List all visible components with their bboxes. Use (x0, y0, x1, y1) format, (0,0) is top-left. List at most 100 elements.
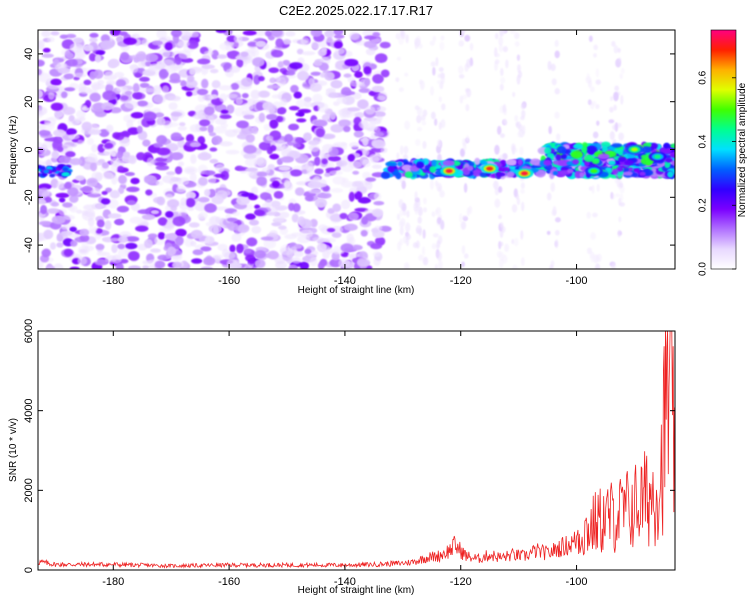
spectrogram-cell (329, 170, 343, 176)
spectrogram-cell (430, 61, 436, 67)
y-tick-label: 40 (23, 48, 35, 60)
spectrogram-cell (624, 160, 634, 165)
spectrogram-cell (199, 119, 211, 127)
spectrogram-cell (436, 79, 442, 85)
spectrogram-cell (172, 216, 186, 227)
spectrogram-cell (55, 192, 70, 198)
spectrogram-cell (556, 145, 567, 154)
spectrogram-cell (520, 115, 525, 121)
spectrogram-cell (87, 217, 95, 227)
spectrogram-cell (617, 148, 624, 156)
spectrogram-cell (104, 220, 112, 231)
spectrogram-cell (371, 227, 379, 234)
spectrogram-cell (404, 171, 413, 178)
spectrogram-cell (567, 168, 574, 174)
spectrogram-cell (75, 117, 83, 124)
spectrogram-cell (504, 243, 510, 253)
spectrogram-cell (124, 172, 135, 177)
spectrogram-cell (154, 161, 168, 167)
spectrogram-cell (156, 117, 166, 126)
spectrogram-cell (190, 154, 197, 164)
spectrogram-cell (90, 188, 101, 195)
spectrogram-cell (269, 153, 280, 160)
spectrogram-cell (119, 31, 128, 37)
spectrogram-cell (178, 49, 191, 60)
spectrogram-cell (422, 229, 426, 239)
spectrogram-cell (282, 170, 292, 180)
spectrogram-cell (630, 147, 638, 152)
spectrogram-cell (100, 198, 111, 205)
spectrogram-cell (63, 248, 73, 257)
spectrogram-cell (362, 171, 372, 180)
spectrogram-cell (352, 170, 360, 175)
spectrogram-cell (304, 248, 312, 255)
spectrogram-cell (378, 91, 388, 101)
spectrogram-cell (503, 118, 507, 125)
spectrogram-cell (379, 41, 391, 49)
spectrogram-cell (83, 204, 96, 211)
spectrogram-cell (469, 42, 474, 51)
spectrogram-cell (213, 125, 228, 134)
spectrogram-cell (62, 167, 69, 172)
spectrogram-cell (438, 96, 442, 103)
spectrogram-cell (183, 32, 191, 39)
spectrogram-cell (126, 200, 136, 206)
x-tick-label: -120 (450, 275, 472, 287)
spectrogram-cell (187, 206, 195, 212)
spectrogram-cell (97, 79, 105, 85)
spectrogram-cell (79, 187, 93, 192)
spectrogram-cell (439, 190, 445, 198)
spectrogram-cell (500, 68, 504, 77)
spectrogram-cell (608, 119, 615, 124)
spectrogram-cell (590, 169, 598, 174)
spectrogram-cells (38, 30, 675, 269)
spectrogram-cell (434, 263, 438, 269)
spectrogram-cell (185, 197, 196, 208)
spectrogram-cell (432, 233, 439, 238)
spectrogram-cell (368, 120, 376, 130)
spectrogram-cell (405, 34, 409, 44)
spectrogram-cell (344, 58, 359, 67)
spectrogram-cell (609, 106, 614, 113)
spectrogram-cell (247, 171, 255, 177)
spectrogram-cell (341, 164, 354, 172)
x-tick-label: -180 (102, 576, 124, 588)
spectrogram-cell (87, 129, 102, 135)
spectrogram-cell (416, 126, 423, 132)
spectrogram-cell (258, 76, 265, 82)
spectrogram-cell (358, 87, 370, 94)
spectrogram-cell (207, 124, 214, 134)
spectrogram-cell (278, 165, 291, 171)
spectrogram-cell (321, 133, 336, 140)
spectrogram-cell (41, 248, 51, 258)
spectrogram-cell (125, 242, 138, 250)
spectrogram-cell (506, 171, 515, 178)
spectrogram-cell (399, 209, 404, 217)
colorbar-tick-label: 0.2 (698, 198, 709, 212)
spectrogram-cell (370, 243, 383, 250)
spectrogram-cell (347, 77, 355, 84)
spectrogram-cell (608, 160, 616, 166)
spectrogram-cell (306, 166, 314, 177)
spectrogram-cell (416, 114, 422, 124)
spectrogram-cell (313, 61, 323, 67)
spectrogram-cell (58, 197, 66, 203)
spectrogram-cell (38, 68, 43, 76)
spectrogram-cell (61, 225, 69, 231)
spectrogram-cell (245, 49, 256, 58)
spectrogram-cell (219, 114, 232, 119)
spectrogram-cell (265, 30, 272, 37)
spectrogram-cell (319, 149, 326, 159)
spectrogram-cell (234, 106, 245, 117)
spectrogram-cell (148, 66, 158, 72)
spectrogram-cell (83, 79, 92, 86)
spectrogram-cell (347, 107, 361, 112)
spectrogram-cell (271, 94, 282, 99)
spectrogram-cell (89, 92, 101, 103)
spectrogram-cell (640, 146, 652, 154)
spectrogram-cell (520, 182, 525, 190)
spectrogram-cell (465, 88, 470, 93)
spectrogram-cell (591, 158, 600, 165)
spectrogram-cell (64, 181, 72, 190)
x-tick-label: -140 (334, 275, 356, 287)
